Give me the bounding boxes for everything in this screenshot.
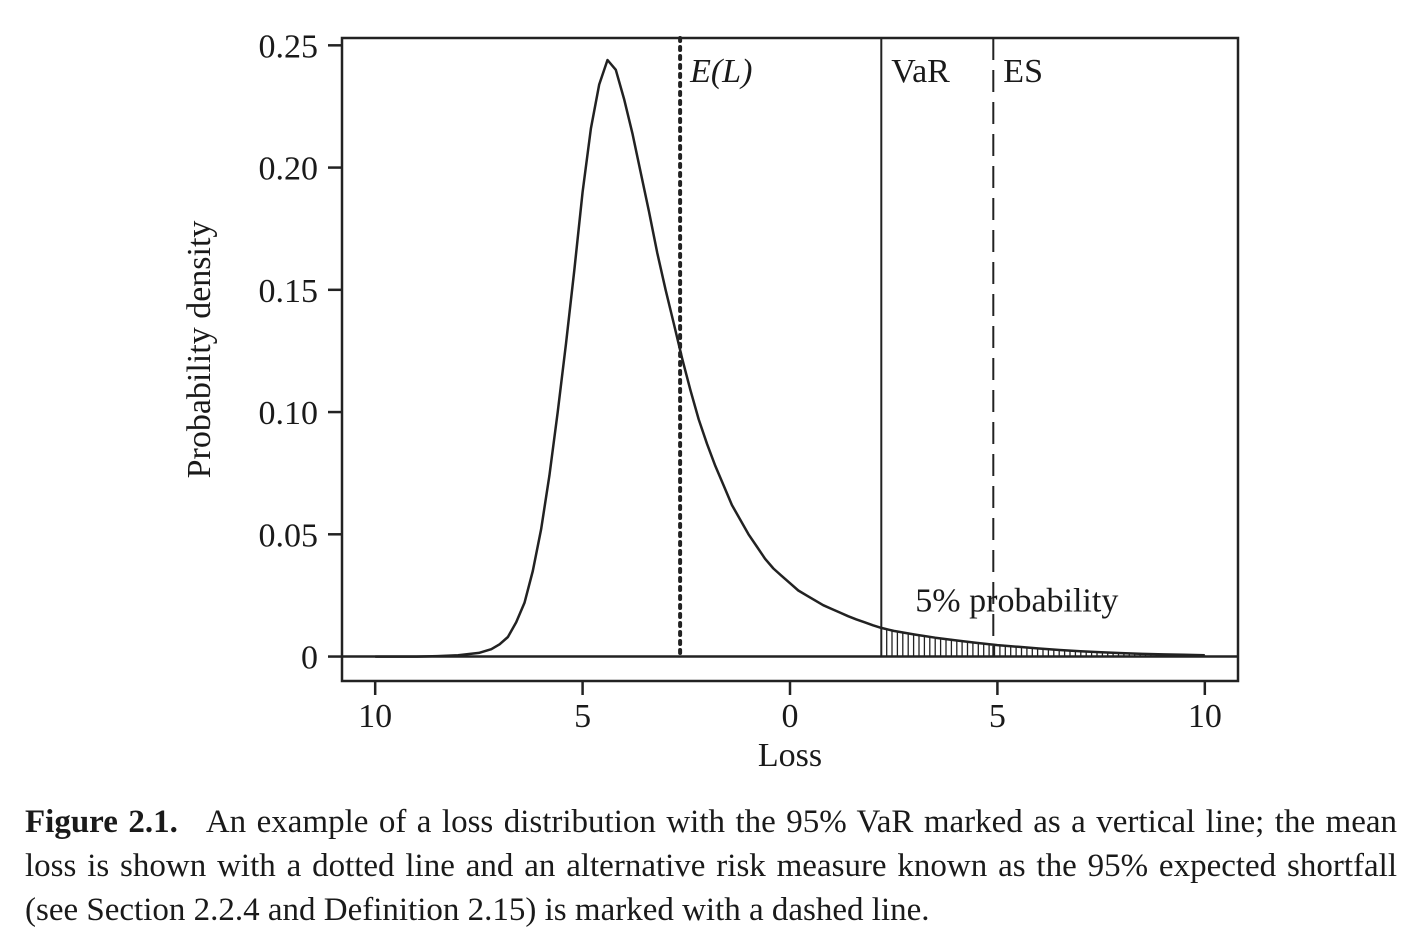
y-tick-label: 0.20 bbox=[259, 151, 319, 188]
marker-label-var: VaR bbox=[891, 53, 950, 90]
x-tick-label: 5 bbox=[989, 698, 1006, 735]
shaded-tail-area bbox=[880, 627, 1206, 657]
marker-label-el: E(L) bbox=[689, 53, 752, 90]
y-tick-label: 0.05 bbox=[259, 517, 319, 554]
x-tick-label: 0 bbox=[782, 698, 799, 735]
marker-label-es: ES bbox=[1003, 53, 1043, 90]
x-axis: 10 5 0 5 10 bbox=[358, 681, 1222, 735]
y-axis: 0 0.05 0.10 0.15 0.20 0.25 bbox=[259, 28, 342, 677]
figure-caption: Figure 2.1. An example of a loss distribu… bbox=[25, 800, 1397, 932]
x-tick-label: 5 bbox=[574, 698, 591, 735]
x-tick-label: 10 bbox=[358, 698, 392, 735]
marker-lines: E(L) VaR ES bbox=[678, 36, 1043, 659]
x-tick-label: 10 bbox=[1188, 698, 1222, 735]
density-curve bbox=[375, 58, 1205, 658]
x-axis-title: Loss bbox=[758, 737, 822, 774]
figure-caption-text: An example of a loss distribution with t… bbox=[25, 804, 1397, 928]
loss-distribution-chart: E(L) VaR ES 0 0.05 0.10 0.15 0.20 0.25 10 5 0 5 10 … bbox=[181, 28, 1240, 774]
y-tick-label: 0.15 bbox=[259, 273, 319, 310]
y-tick-label: 0.25 bbox=[259, 28, 319, 65]
y-tick-label: 0 bbox=[301, 640, 318, 677]
y-axis-title: Probability density bbox=[181, 221, 218, 479]
figure-caption-label: Figure 2.1. bbox=[25, 804, 178, 840]
tail-probability-annotation: 5% probability bbox=[915, 583, 1118, 620]
y-tick-label: 0.10 bbox=[259, 395, 319, 432]
